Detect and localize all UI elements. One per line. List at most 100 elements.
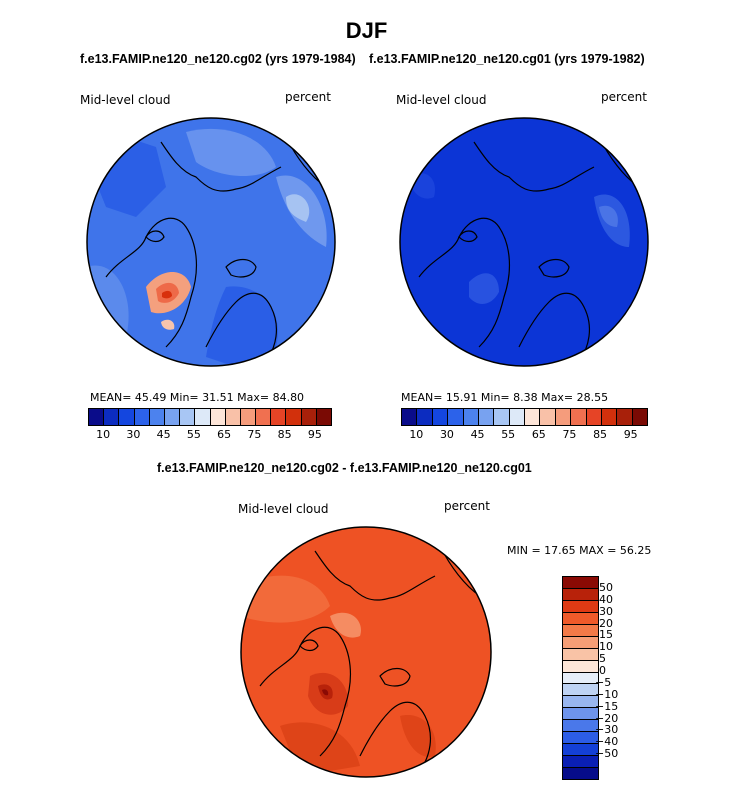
colorbar-swatch xyxy=(563,756,598,768)
colorbar-tick-label: 85 xyxy=(593,428,608,441)
colorbar-swatch xyxy=(563,624,598,637)
caption-left: f.e13.FAMIP.ne120_ne120.cg02 (yrs 1979-1… xyxy=(80,52,356,66)
colorbar-swatch xyxy=(563,588,598,601)
colorbar-tick-label: 45 xyxy=(470,428,485,441)
colorbar-tick-label: 30 xyxy=(126,428,141,441)
colorbar-swatch xyxy=(632,409,647,425)
colorbar-tick-label: 85 xyxy=(277,428,292,441)
colorbar-swatch xyxy=(563,660,598,673)
colorbar-swatch xyxy=(563,672,598,685)
colorbar-swatch xyxy=(210,409,226,425)
colorbar-swatch xyxy=(563,612,598,625)
colorbar-tick-label: 75 xyxy=(247,428,262,441)
panel2-stats: MEAN= 15.91 Min= 8.38 Max= 28.55 xyxy=(401,391,609,404)
panel2-colorbar xyxy=(401,408,648,426)
panel1-colorbar xyxy=(88,408,332,426)
colorbar-swatch xyxy=(563,768,598,779)
colorbar-tick-label: −5 xyxy=(595,675,612,689)
colorbar-swatch xyxy=(417,409,433,425)
panel1-stats: MEAN= 45.49 Min= 31.51 Max= 84.80 xyxy=(90,391,305,404)
colorbar-swatch xyxy=(563,720,598,733)
colorbar-tick-label: 55 xyxy=(186,428,201,441)
colorbar-tick-label: 50 xyxy=(599,580,613,594)
colorbar-swatch xyxy=(402,409,418,425)
colorbar-swatch xyxy=(463,409,479,425)
colorbar-swatch xyxy=(104,409,120,425)
panel2-units-label: percent xyxy=(601,90,647,104)
colorbar-swatch xyxy=(563,684,598,697)
colorbar-tick-label: 15 xyxy=(599,628,613,642)
colorbar-swatch xyxy=(601,409,618,425)
panel2-polar-map xyxy=(399,117,649,367)
colorbar-swatch xyxy=(316,409,331,425)
colorbar-swatch xyxy=(286,409,302,425)
panel3-polar-map xyxy=(240,526,492,778)
caption-right: f.e13.FAMIP.ne120_ne120.cg01 (yrs 1979-1… xyxy=(369,52,645,66)
colorbar-tick-label: 10 xyxy=(409,428,424,441)
colorbar-swatch xyxy=(509,409,525,425)
colorbar-swatch xyxy=(555,409,572,425)
colorbar-tick-label: 65 xyxy=(531,428,546,441)
colorbar-swatch xyxy=(563,732,598,745)
colorbar-swatch xyxy=(134,409,150,425)
colorbar-tick-label: 40 xyxy=(599,592,613,606)
colorbar-swatch xyxy=(256,409,272,425)
colorbar-tick-label: 10 xyxy=(599,640,613,654)
colorbar-swatch xyxy=(563,648,598,661)
colorbar-swatch xyxy=(89,409,105,425)
colorbar-swatch xyxy=(448,409,464,425)
colorbar-tick-label: −30 xyxy=(595,723,619,737)
colorbar-tick-label: 5 xyxy=(599,652,606,666)
colorbar-tick-label: 95 xyxy=(307,428,322,441)
panel3-colorbar xyxy=(562,576,599,780)
colorbar-swatch xyxy=(540,409,556,425)
colorbar-tick-label: 10 xyxy=(96,428,111,441)
colorbar-tick-label: 95 xyxy=(623,428,638,441)
colorbar-swatch xyxy=(494,409,510,425)
colorbar-swatch xyxy=(563,744,598,757)
panel2-variable-label: Mid-level cloud xyxy=(396,93,487,107)
panel1-polar-map xyxy=(86,117,336,367)
panel1-variable-label: Mid-level cloud xyxy=(80,93,171,107)
colorbar-swatch xyxy=(225,409,241,425)
colorbar-swatch xyxy=(271,409,287,425)
colorbar-swatch xyxy=(164,409,181,425)
colorbar-tick-label: 30 xyxy=(599,604,613,618)
figure-title: DJF xyxy=(345,18,388,43)
colorbar-tick-label: 0 xyxy=(599,664,606,678)
colorbar-swatch xyxy=(617,409,633,425)
colorbar-tick-label: 45 xyxy=(156,428,171,441)
colorbar-swatch xyxy=(301,409,317,425)
colorbar-swatch xyxy=(432,409,449,425)
panel3-units-label: percent xyxy=(444,499,490,513)
caption-diff: f.e13.FAMIP.ne120_ne120.cg02 - f.e13.FAM… xyxy=(157,461,532,475)
colorbar-swatch xyxy=(478,409,495,425)
colorbar-tick-label: −10 xyxy=(595,687,619,701)
colorbar-tick-label: 55 xyxy=(501,428,516,441)
colorbar-swatch xyxy=(563,696,598,709)
colorbar-swatch xyxy=(119,409,135,425)
colorbar-tick-label: 20 xyxy=(599,616,613,630)
colorbar-tick-label: 65 xyxy=(217,428,232,441)
colorbar-swatch xyxy=(586,409,602,425)
colorbar-tick-label: −20 xyxy=(595,711,619,725)
panel2-map-base xyxy=(400,118,648,366)
colorbar-swatch xyxy=(563,636,598,649)
colorbar-tick-label: −15 xyxy=(595,699,619,713)
colorbar-swatch xyxy=(180,409,196,425)
colorbar-tick-label: 30 xyxy=(439,428,454,441)
colorbar-swatch xyxy=(525,409,541,425)
colorbar-swatch xyxy=(571,409,587,425)
colorbar-swatch xyxy=(149,409,165,425)
colorbar-swatch xyxy=(563,577,598,589)
colorbar-tick-label: 75 xyxy=(562,428,577,441)
colorbar-tick-label: −50 xyxy=(595,747,619,761)
colorbar-swatch xyxy=(240,409,257,425)
colorbar-swatch xyxy=(563,600,598,613)
colorbar-tick-label: −40 xyxy=(595,735,619,749)
panel3-stats: MIN = 17.65 MAX = 56.25 xyxy=(507,544,652,557)
colorbar-swatch xyxy=(195,409,211,425)
panel3-variable-label: Mid-level cloud xyxy=(238,502,329,516)
colorbar-swatch xyxy=(563,708,598,721)
panel1-units-label: percent xyxy=(285,90,331,104)
